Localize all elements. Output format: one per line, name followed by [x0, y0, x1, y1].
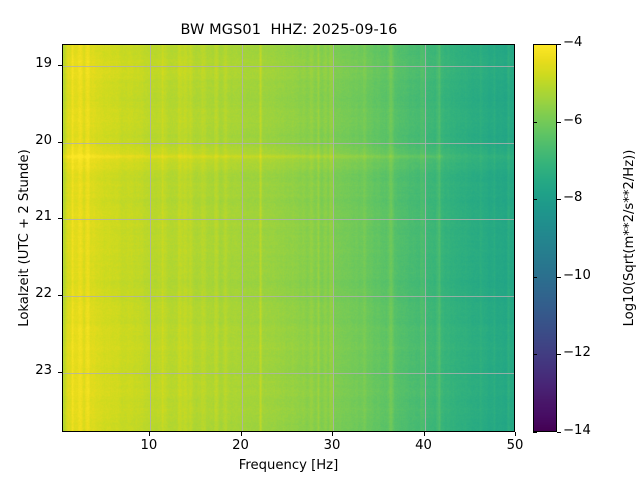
x-tick-label: 30: [323, 438, 341, 453]
y-tick: [58, 218, 62, 220]
colorbar-tick-label: −6: [563, 112, 583, 128]
x-tick-label: 10: [140, 438, 158, 453]
colorbar-tick-inner: [533, 354, 537, 356]
y-tick-label: 22: [35, 286, 52, 302]
y-tick-label: 20: [35, 132, 52, 148]
x-tick: [240, 432, 242, 436]
spectrogram-axes: [62, 44, 515, 432]
x-tick-label: 40: [415, 438, 432, 453]
colorbar-tick: [557, 432, 561, 433]
colorbar-tick-label: −10: [563, 267, 591, 283]
x-tick: [332, 432, 333, 436]
colorbar-tick: [557, 276, 561, 278]
y-tick-label: 19: [35, 55, 52, 71]
y-tick: [58, 295, 62, 297]
x-tick-label: 20: [232, 438, 249, 453]
y-axis-label: Lokalzeit (UTC + 2 Stunde): [17, 149, 32, 327]
x-tick: [148, 432, 150, 436]
spectrogram-image: [63, 45, 514, 431]
y-tick-label: 23: [35, 363, 52, 379]
colorbar: [533, 44, 557, 432]
x-axis-label: Frequency [Hz]: [238, 458, 339, 473]
colorbar-tick-label: −8: [563, 190, 583, 206]
colorbar-tick-label: −14: [563, 423, 591, 438]
colorbar-tick: [557, 121, 561, 123]
colorbar-tick-inner: [533, 432, 537, 433]
y-tick: [58, 372, 62, 374]
colorbar-tick: [557, 199, 561, 201]
colorbar-tick: [557, 354, 561, 356]
page-title: BW MGS01 HHZ: 2025-09-16: [180, 22, 398, 38]
y-tick: [58, 141, 62, 143]
colorbar-tick-inner: [533, 199, 537, 201]
colorbar-tick-inner: [533, 44, 537, 45]
x-tick: [423, 432, 425, 436]
y-tick-label: 21: [35, 209, 52, 225]
colorbar-tick: [557, 44, 561, 45]
colorbar-tick-inner: [533, 121, 537, 123]
x-tick: [515, 432, 516, 436]
x-tick-label: 50: [506, 438, 524, 453]
colorbar-tick-inner: [533, 276, 537, 278]
colorbar-tick-label: −12: [563, 345, 591, 361]
colorbar-label: Log10(Sqrt(m**2/s**2/Hz)): [622, 149, 637, 327]
y-tick: [58, 64, 62, 66]
colorbar-tick-label: −4: [563, 35, 583, 50]
